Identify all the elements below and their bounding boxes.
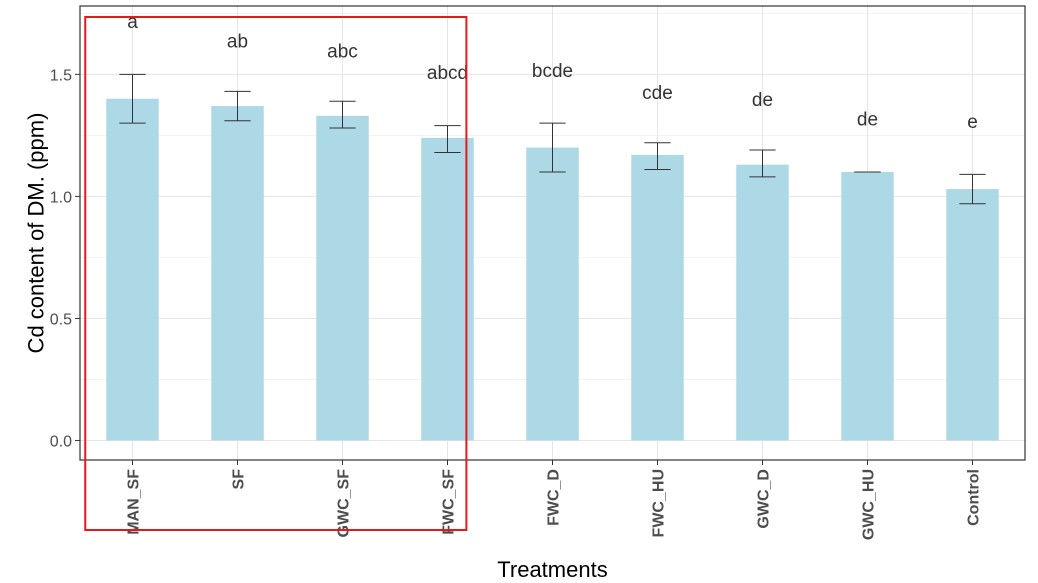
bar (736, 164, 789, 441)
bar (631, 154, 684, 441)
highlight-box (84, 16, 468, 531)
bar (211, 106, 264, 441)
x-tick-label: GWC_HU (861, 469, 878, 540)
x-tick-label: FWC_D (546, 469, 563, 526)
error-bar (329, 100, 356, 129)
bar (106, 98, 159, 441)
significance-label: e (967, 112, 978, 133)
y-tick-label: 1.0 (50, 189, 72, 206)
y-axis-title: Cd content of DM. (ppm) (24, 113, 49, 354)
x-tick-label: GWC_SF (336, 469, 353, 538)
x-tick-label: FWC_HU (651, 469, 668, 537)
x-tick-label: FWC_SF (441, 469, 458, 535)
significance-label: ab (227, 31, 248, 52)
significance-label: abc (327, 41, 358, 62)
error-bar (749, 149, 776, 178)
x-tick-label: MAN_SF (126, 469, 143, 535)
x-tick-label: GWC_D (756, 469, 773, 529)
y-axis: 0.0 0.5 1.0 1.5 (50, 67, 80, 450)
significance-label: bcde (532, 61, 573, 82)
bar (946, 189, 999, 441)
error-bar (644, 142, 671, 171)
error-bar (224, 90, 251, 122)
significance-label: de (752, 90, 773, 111)
bar (421, 137, 474, 441)
bar (316, 115, 369, 441)
significance-label: abcd (427, 63, 468, 84)
error-bar (119, 73, 146, 124)
significance-letters: a ab abc abcd bcde cde de de e (127, 12, 978, 133)
significance-label: a (127, 12, 138, 33)
y-tick-label: 0.5 (50, 311, 72, 328)
error-bar (434, 125, 461, 153)
error-bar (539, 122, 566, 173)
x-axis-title: Treatments (497, 557, 607, 582)
bars (106, 98, 999, 441)
error-bar (959, 173, 986, 205)
x-tick-label: Control (966, 469, 983, 526)
significance-label: cde (642, 83, 673, 104)
significance-label: de (857, 110, 878, 131)
y-tick-label: 0.0 (50, 433, 72, 450)
bar (526, 147, 579, 441)
bar (841, 171, 894, 441)
x-axis: MAN_SF SF GWC_SF FWC_SF FWC_D FWC_HU GWC_D GWC_… (126, 460, 983, 540)
error-bars (119, 73, 986, 205)
x-tick-label: SF (231, 469, 248, 490)
y-tick-label: 1.5 (50, 67, 72, 84)
